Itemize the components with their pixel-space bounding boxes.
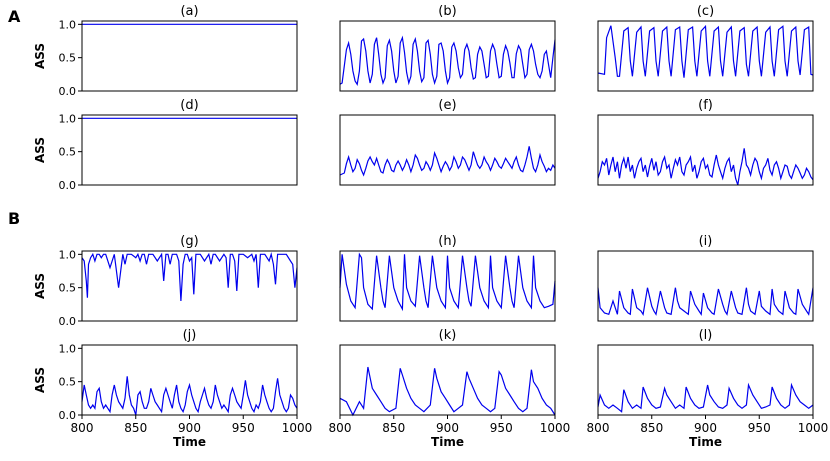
panel-title: (a) [180,4,198,19]
x-tick-label: 900 [178,421,201,435]
plot-frame [597,114,814,186]
y-tick-label: 0.5 [59,376,77,389]
y-axis-label: ASS [33,367,47,393]
plot-frame [597,20,814,92]
y-tick-label: 0.5 [59,146,77,159]
series-line-7-1 [81,251,298,302]
panel-title: (j) [183,328,197,343]
x-tick-label: 900 [694,421,717,435]
panel-7: (g) 0.0 0.5 1.0 ASS [33,234,298,328]
panel-3: (c) [597,4,814,92]
plot-frame [81,344,298,416]
x-axis-label: Time [431,435,464,449]
plot-frame [81,114,298,186]
x-tick-label: 1000 [540,421,571,435]
y-tick-label: 0.0 [59,179,77,192]
series-line-9-1 [597,287,814,317]
panel-11: (k) 800 850 900 950 1000 Time [329,328,571,449]
panel-title: (f) [698,98,713,113]
x-tick-label: 950 [748,421,771,435]
panel-title: (c) [697,4,714,19]
y-tick-label: 1.0 [59,18,77,31]
panel-title: (k) [439,328,457,343]
panel-6: (f) [597,98,814,186]
section-label-b: B [8,209,20,228]
series-line-10-1 [81,376,298,416]
section-label-a: A [8,7,21,26]
x-tick-label: 1000 [798,421,829,435]
panel-4: (d) 0.0 0.5 1.0 ASS [33,98,298,192]
plot-frame [339,114,556,186]
plot-frame [597,250,814,322]
x-tick-label: 800 [71,421,94,435]
panel-title: (h) [438,234,456,249]
y-tick-label: 0.5 [59,282,77,295]
y-tick-label: 1.0 [59,112,77,125]
series-line-11-1 [339,366,556,417]
y-tick-label: 1.0 [59,248,77,261]
x-tick-label: 950 [490,421,513,435]
panel-12: (l) 800 850 900 950 1000 Time [587,328,829,449]
y-tick-label: 0.0 [59,315,77,328]
y-tick-label: 0.5 [59,52,77,65]
panel-10: (j) 0.0 0.5 1.0 ASS 800 850 900 950 1000 Time [33,328,312,449]
panels: (a) 0.0 0.5 1.0 ASS (b) (c) (d) 0.0 0.5 1.0 ASS (e) (… [33,4,828,449]
y-tick-label: 0.0 [59,85,77,98]
plot-frame [339,250,556,322]
panel-9: (i) [597,234,814,322]
y-tick-label: 1.0 [59,342,77,355]
panel-title: (g) [180,234,198,249]
y-axis-label: ASS [33,43,47,69]
x-axis-label: Time [173,435,206,449]
series-line-12-1 [597,382,814,413]
panel-title: (b) [438,4,456,19]
panel-1: (a) 0.0 0.5 1.0 ASS [33,4,298,98]
plot-frame [339,20,556,92]
x-tick-label: 800 [587,421,610,435]
panel-5: (e) [339,98,556,186]
series-line-2-1 [339,35,556,86]
x-tick-label: 950 [232,421,255,435]
x-tick-label: 850 [382,421,405,435]
x-tick-label: 850 [124,421,147,435]
panel-8: (h) [339,234,556,322]
plot-frame [81,250,298,322]
y-axis-label: ASS [33,273,47,299]
series-line-6-1 [597,148,814,186]
x-tick-label: 1000 [282,421,313,435]
plot-frame [81,20,298,92]
panel-title: (l) [699,328,713,343]
y-axis-label: ASS [33,137,47,163]
series-line-8-1 [339,252,556,312]
panel-title: (d) [180,98,198,113]
x-tick-label: 900 [436,421,459,435]
x-tick-label: 800 [329,421,352,435]
panel-2: (b) [339,4,556,92]
series-line-3-1 [597,24,814,78]
panel-title: (i) [699,234,713,249]
panel-title: (e) [438,98,456,113]
x-axis-label: Time [689,435,722,449]
series-line-5-1 [339,146,556,177]
x-tick-label: 850 [640,421,663,435]
y-tick-label: 0.0 [59,409,77,422]
plot-frame [339,344,556,416]
